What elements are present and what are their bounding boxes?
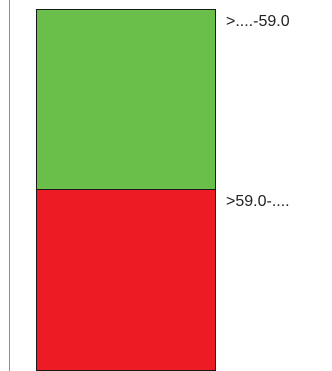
legend-swatch-high <box>36 189 216 371</box>
panel-divider <box>9 0 10 371</box>
legend-label-high: >59.0-.... <box>226 193 290 210</box>
legend-label-low: >....-59.0 <box>226 13 290 30</box>
legend-swatch-low <box>36 9 216 190</box>
